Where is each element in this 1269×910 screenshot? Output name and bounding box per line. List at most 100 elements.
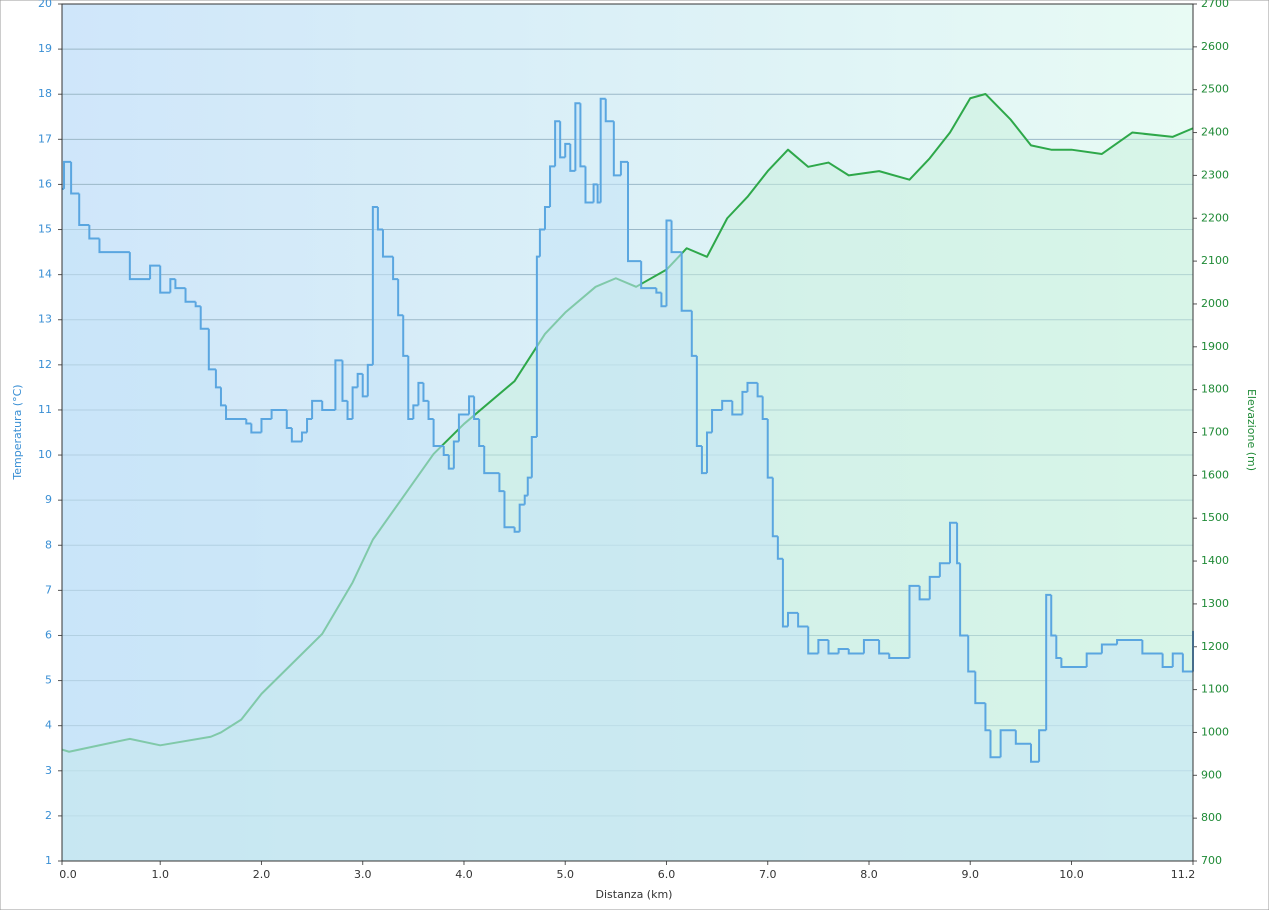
step-segment bbox=[361, 373, 368, 398]
step-segment bbox=[518, 503, 525, 532]
x-tick-label: 1.0 bbox=[151, 868, 169, 881]
step-segment bbox=[660, 292, 667, 308]
step-segment bbox=[194, 301, 201, 308]
step-segment bbox=[584, 166, 594, 204]
step-segment bbox=[225, 405, 247, 420]
y2-tick-label: 2100 bbox=[1201, 254, 1229, 267]
y2-tick-label: 1600 bbox=[1201, 468, 1229, 481]
y2-tick-label: 1500 bbox=[1201, 511, 1229, 524]
step-segment bbox=[452, 440, 459, 469]
step-segment bbox=[376, 206, 383, 231]
step-segment bbox=[543, 205, 551, 230]
step-segment bbox=[984, 703, 991, 732]
step-segment bbox=[447, 455, 454, 470]
step-segment bbox=[442, 446, 449, 457]
step-segment bbox=[128, 252, 151, 281]
step-segment bbox=[700, 446, 707, 475]
step-segment bbox=[174, 279, 186, 290]
step-segment bbox=[498, 473, 505, 493]
y2-tick-label: 2200 bbox=[1201, 211, 1229, 224]
step-segment bbox=[88, 225, 100, 240]
step-segment bbox=[948, 521, 958, 564]
step-segment bbox=[797, 612, 809, 628]
y-tick-label: 13 bbox=[38, 313, 52, 326]
step-segment bbox=[513, 527, 520, 533]
y-tick-label: 15 bbox=[38, 223, 52, 236]
step-segment bbox=[989, 730, 1001, 759]
step-segment bbox=[371, 205, 378, 365]
step-segment bbox=[1029, 743, 1040, 763]
step-segment bbox=[199, 306, 209, 330]
step-segment bbox=[1116, 638, 1143, 645]
step-segment bbox=[1014, 730, 1031, 745]
step-segment bbox=[245, 418, 252, 425]
step-segment bbox=[321, 400, 336, 411]
x-tick-label: 11.2 bbox=[1171, 868, 1196, 881]
step-segment bbox=[478, 418, 485, 448]
step-segment bbox=[417, 381, 424, 406]
step-segment bbox=[1171, 652, 1183, 668]
step-segment bbox=[159, 265, 171, 294]
y2-tick-label: 800 bbox=[1201, 811, 1222, 824]
step-segment bbox=[483, 446, 500, 475]
step-segment bbox=[300, 431, 308, 442]
step-segment bbox=[579, 103, 586, 168]
x-tick-label: 9.0 bbox=[961, 868, 979, 881]
step-segment bbox=[549, 165, 556, 207]
step-segment bbox=[640, 261, 657, 290]
step-segment bbox=[592, 183, 598, 203]
step-segment bbox=[538, 228, 545, 257]
step-segment bbox=[956, 522, 961, 565]
step-segment bbox=[1161, 653, 1173, 669]
step-segment bbox=[786, 611, 799, 627]
step-segment bbox=[596, 184, 601, 204]
step-segment bbox=[574, 102, 581, 171]
y-tick-label: 12 bbox=[38, 358, 52, 371]
step-segment bbox=[781, 558, 788, 628]
step-segment bbox=[523, 494, 528, 505]
x-tick-label: 10.0 bbox=[1059, 868, 1084, 881]
step-segment bbox=[612, 121, 621, 177]
y-tick-label: 8 bbox=[45, 538, 52, 551]
y-tick-label: 11 bbox=[38, 403, 52, 416]
y-tick-label: 2 bbox=[45, 809, 52, 822]
step-segment bbox=[468, 395, 475, 415]
x-tick-label: 7.0 bbox=[759, 868, 777, 881]
step-segment bbox=[1141, 639, 1163, 655]
plot-border bbox=[61, 3, 1194, 862]
step-segment bbox=[392, 256, 399, 281]
y-axis-label: Temperatura (°C) bbox=[11, 384, 24, 480]
step-segment bbox=[918, 585, 930, 601]
step-segment bbox=[695, 355, 702, 448]
y-tick-label: 7 bbox=[45, 583, 52, 596]
step-segment bbox=[908, 584, 920, 659]
step-segment bbox=[1050, 594, 1057, 637]
step-segment bbox=[655, 288, 662, 294]
y2-tick-label: 700 bbox=[1201, 854, 1222, 867]
step-segment bbox=[761, 396, 768, 420]
step-segment bbox=[535, 255, 540, 438]
step-segment bbox=[250, 423, 262, 434]
step-segment bbox=[219, 387, 227, 407]
y2-tick-label: 2300 bbox=[1201, 168, 1229, 181]
x-tick-label: 4.0 bbox=[455, 868, 473, 881]
step-segment bbox=[1055, 635, 1062, 660]
step-segment bbox=[530, 436, 537, 478]
step-segment bbox=[827, 639, 839, 655]
step-segment bbox=[402, 315, 409, 357]
step-segment bbox=[351, 386, 358, 419]
y2-tick-label: 2600 bbox=[1201, 40, 1229, 53]
y2-tick-label: 1900 bbox=[1201, 340, 1229, 353]
step-segment bbox=[366, 363, 373, 397]
y-tick-label: 19 bbox=[38, 42, 52, 55]
step-segment bbox=[599, 97, 606, 203]
x-tick-label: 6.0 bbox=[658, 868, 676, 881]
y-tick-label: 5 bbox=[45, 674, 52, 687]
step-segment bbox=[771, 477, 778, 538]
y2-tick-label: 2700 bbox=[1201, 0, 1229, 10]
step-segment bbox=[260, 417, 272, 433]
step-segment bbox=[847, 649, 864, 655]
step-segment bbox=[290, 427, 302, 443]
x-tick-label: 2.0 bbox=[253, 868, 271, 881]
